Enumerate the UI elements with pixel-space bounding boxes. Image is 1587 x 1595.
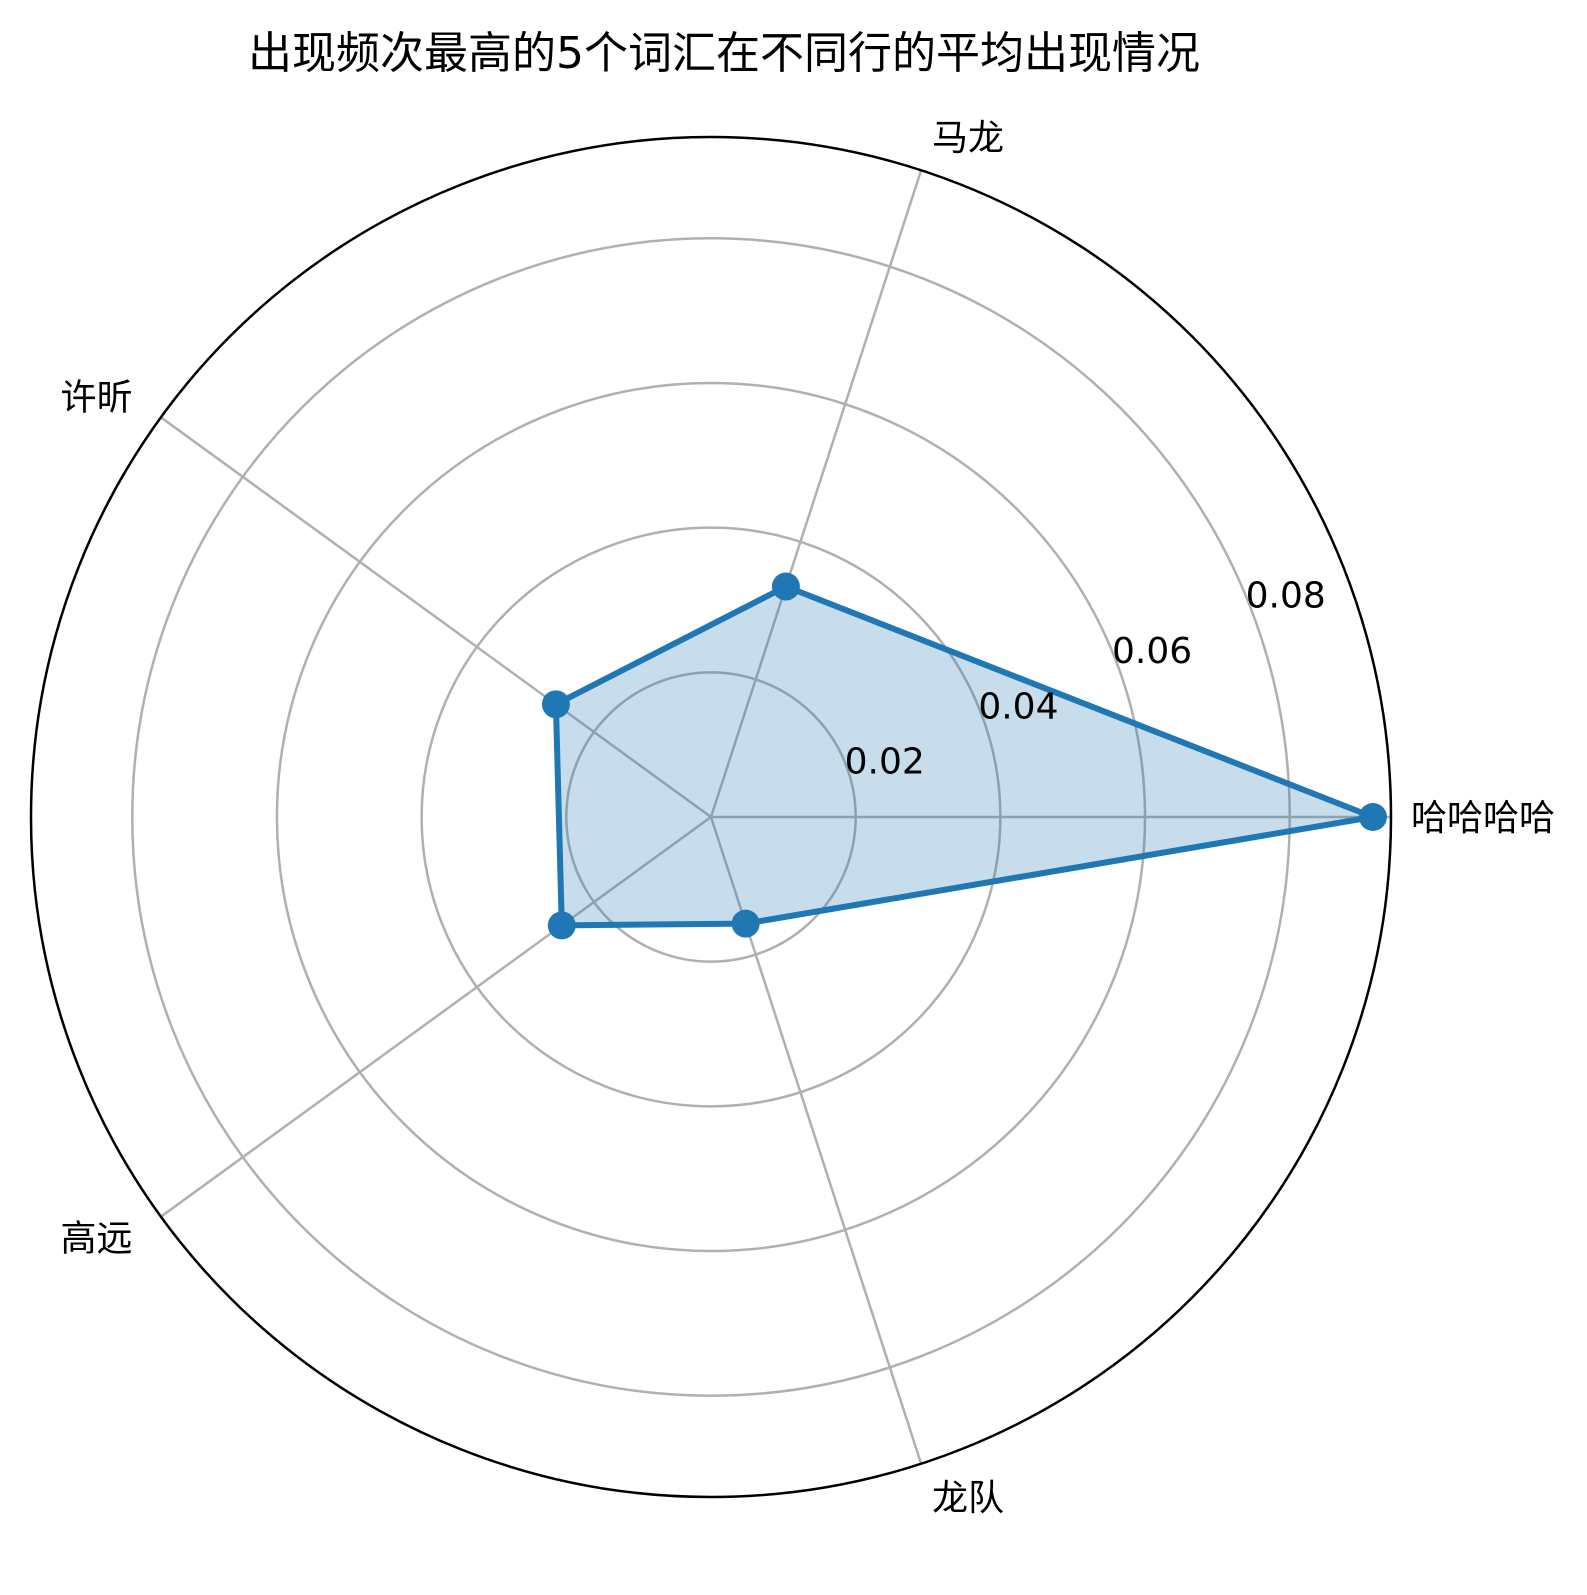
category-label-2: 许昕 bbox=[61, 378, 133, 419]
category-label-1: 马龙 bbox=[932, 118, 1004, 159]
data-point-4 bbox=[731, 909, 760, 938]
tick-label-3: 0.08 bbox=[1246, 576, 1326, 617]
data-point-3 bbox=[547, 911, 576, 940]
spoke-3 bbox=[160, 815, 712, 1218]
radial-tick-labels: 0.02 0.04 0.06 0.08 bbox=[845, 576, 1326, 783]
data-point-0 bbox=[1358, 803, 1387, 831]
category-label-4: 龙队 bbox=[932, 1478, 1004, 1519]
data-points bbox=[541, 572, 1387, 940]
chart-title: 出现频次最高的5个词汇在不同行的平均出现情况 bbox=[248, 28, 1200, 79]
spoke-1 bbox=[709, 169, 923, 818]
tick-label-0: 0.02 bbox=[845, 742, 925, 783]
outer-frame-circle bbox=[29, 135, 1393, 1499]
series-fill-area bbox=[555, 586, 1373, 926]
tick-label-2: 0.06 bbox=[1112, 631, 1192, 672]
data-point-2 bbox=[541, 690, 570, 719]
tick-label-1: 0.04 bbox=[978, 686, 1058, 727]
data-point-1 bbox=[771, 572, 800, 601]
category-label-3: 高远 bbox=[61, 1218, 133, 1259]
category-label-0: 哈哈哈哈 bbox=[1411, 798, 1555, 839]
spoke-2 bbox=[160, 416, 712, 819]
series-line bbox=[552, 583, 1376, 929]
